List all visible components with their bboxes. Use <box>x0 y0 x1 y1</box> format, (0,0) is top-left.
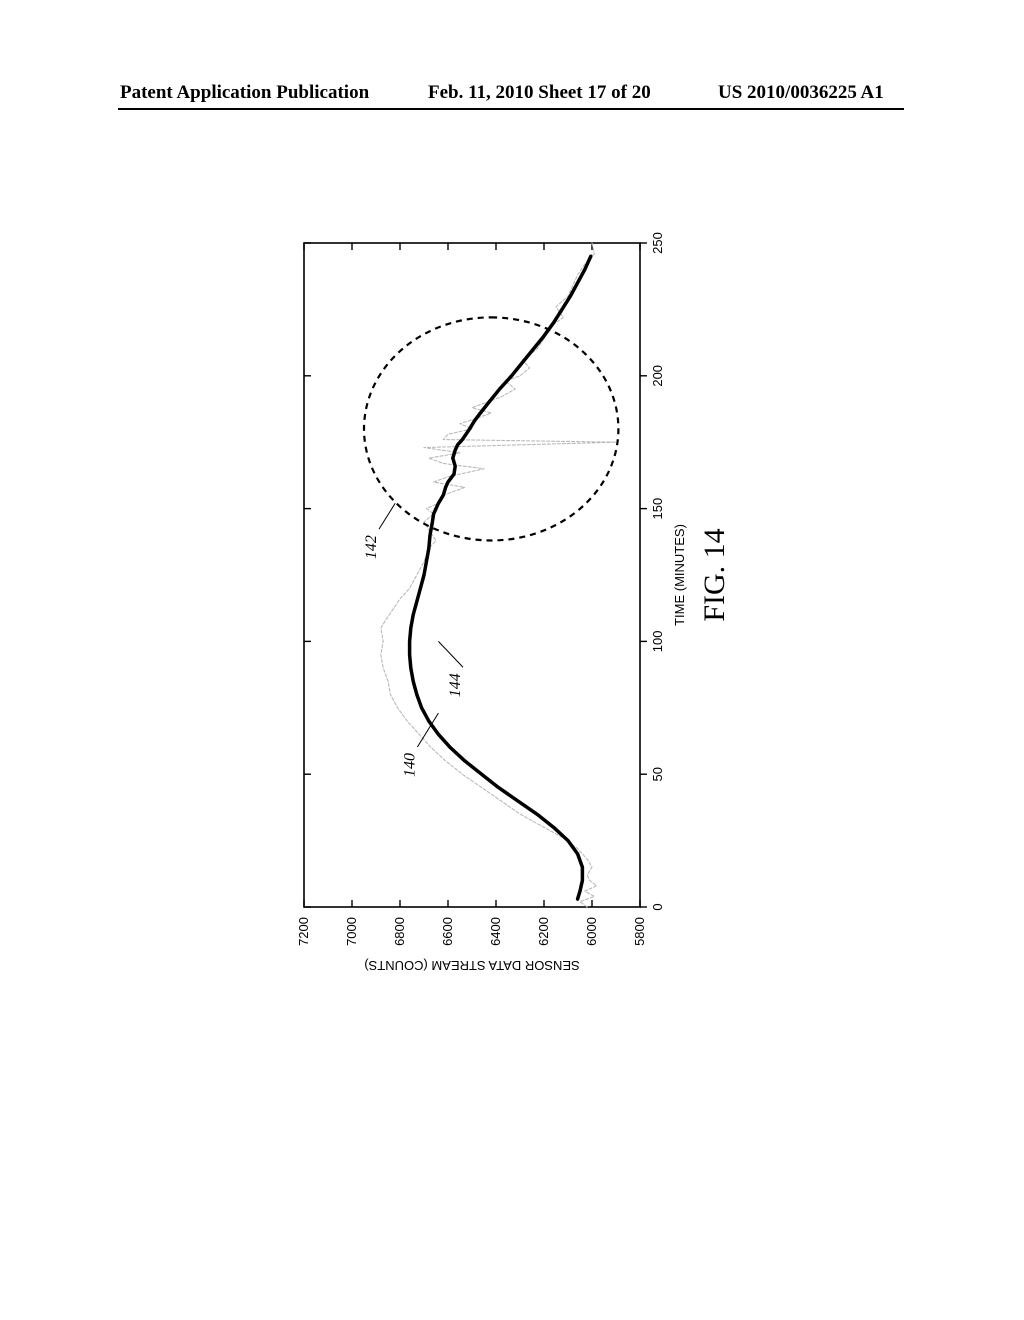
svg-text:6200: 6200 <box>536 917 551 946</box>
chart-svg: 0 50 100 150 200 250 5800 6000 6200 6400 6600 6800 7… <box>290 225 750 985</box>
header-rule <box>118 108 904 110</box>
page: Patent Application Publication Feb. 11, … <box>0 0 1024 1320</box>
header-center: Feb. 11, 2010 Sheet 17 of 20 <box>428 82 651 104</box>
svg-text:7000: 7000 <box>344 917 359 946</box>
svg-text:6800: 6800 <box>392 917 407 946</box>
svg-text:7200: 7200 <box>296 917 311 946</box>
svg-text:FIG. 14: FIG. 14 <box>698 528 731 621</box>
svg-text:TIME (MINUTES): TIME (MINUTES) <box>672 524 687 626</box>
svg-text:200: 200 <box>650 365 665 387</box>
svg-text:140: 140 <box>401 753 418 777</box>
series-filtered-144 <box>410 256 591 899</box>
svg-text:150: 150 <box>650 498 665 520</box>
svg-text:100: 100 <box>650 631 665 653</box>
svg-text:50: 50 <box>650 767 665 781</box>
svg-text:0: 0 <box>650 903 665 910</box>
svg-text:144: 144 <box>447 673 464 697</box>
figure-14: 0 50 100 150 200 250 5800 6000 6200 6400 6600 6800 7… <box>290 225 750 985</box>
header-left: Patent Application Publication <box>120 82 369 104</box>
header-right: US 2010/0036225 A1 <box>718 82 884 104</box>
svg-text:6000: 6000 <box>584 917 599 946</box>
svg-text:SENSOR DATA STREAM (COUNTS): SENSOR DATA STREAM (COUNTS) <box>364 958 579 973</box>
series-raw-140 <box>381 243 616 907</box>
svg-text:142: 142 <box>363 535 380 559</box>
svg-text:6600: 6600 <box>440 917 455 946</box>
svg-text:250: 250 <box>650 232 665 254</box>
svg-text:5800: 5800 <box>632 917 647 946</box>
svg-text:6400: 6400 <box>488 917 503 946</box>
